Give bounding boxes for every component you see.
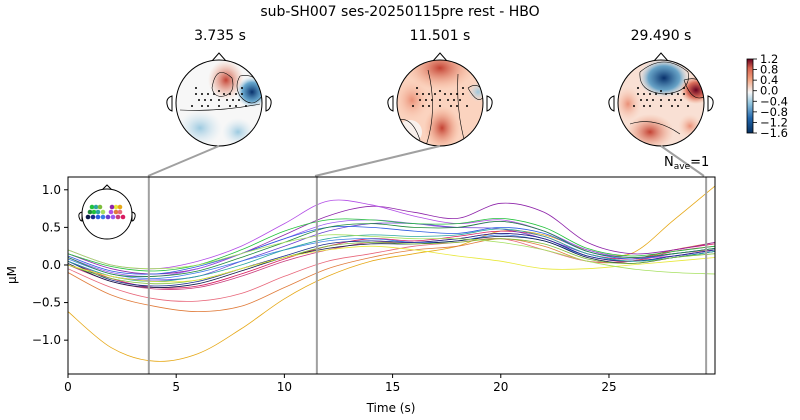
y-tick-label: 1.0 [42, 183, 61, 197]
y-tick-label: 0.5 [42, 220, 61, 234]
colorbar-tick-label: 0.4 [760, 73, 778, 87]
y-tick-label: −1.0 [32, 333, 61, 347]
y-tick-label: 0.0 [42, 258, 61, 272]
topomap-2 [387, 52, 493, 147]
nave-label: Nave=1 [664, 155, 709, 172]
x-tick-label: 10 [277, 380, 292, 394]
colorbar-tick-label: −1.6 [760, 126, 788, 140]
series-line-15 [68, 217, 715, 272]
series-line-14 [68, 220, 715, 278]
connector-line-3 [660, 145, 705, 177]
sensor-inset [78, 184, 136, 240]
series-line-8 [68, 219, 715, 277]
series-line-13 [68, 235, 715, 288]
colorbar-tick-label: 1.2 [760, 52, 778, 66]
topomap-time-label-3: 29.490 s [631, 28, 692, 44]
connector-line-1 [147, 145, 220, 177]
connector-line-2 [314, 145, 441, 177]
x-tick-label: 15 [385, 380, 400, 394]
colorbar-tick-label: −0.8 [760, 105, 788, 119]
colorbar-tick-label: 0.8 [760, 63, 778, 77]
x-tick-label: 0 [64, 380, 72, 394]
topomap-time-label-1: 3.735 s [194, 28, 246, 44]
series-line-17 [68, 238, 715, 285]
x-tick-label: 5 [172, 380, 180, 394]
colorbar-tick-label: −1.2 [760, 115, 788, 129]
series-line-19 [68, 234, 715, 275]
y-tick-label: −0.5 [32, 296, 61, 310]
x-tick-label: 25 [601, 380, 616, 394]
series-line-16 [68, 228, 715, 282]
y-axis-label: µM [5, 266, 19, 284]
series-line-6 [68, 202, 715, 275]
x-axis-label: Time (s) [366, 401, 416, 415]
series-line-18 [68, 245, 715, 283]
colorbar-gradient [746, 58, 754, 134]
topomap-1 [166, 52, 272, 147]
sensor-inset-dots [85, 204, 126, 220]
sensor-dots-2 [412, 87, 468, 107]
topomap-time-label-2: 11.501 s [410, 28, 471, 44]
series-line-5 [68, 230, 715, 289]
series-line-10 [68, 226, 715, 275]
x-tick-label: 20 [493, 380, 508, 394]
series-line-12 [68, 232, 715, 287]
line-plot: 0 5 10 15 20 25 −1.0 −0.5 0.0 0.5 1.0 Time (s) µM [5, 176, 716, 415]
sensor-dots-1 [191, 87, 247, 107]
figure-title: sub-SH007 ses-20250115pre rest - HBO [260, 4, 539, 20]
topomap-3 [608, 52, 714, 147]
colorbar: 1.20.80.40.0−0.4−0.8−1.2−1.6 [746, 52, 788, 140]
sensor-dots-3 [633, 87, 689, 107]
colorbar-tick-label: −0.4 [760, 94, 788, 108]
colorbar-tick-label: 0.0 [760, 84, 778, 98]
